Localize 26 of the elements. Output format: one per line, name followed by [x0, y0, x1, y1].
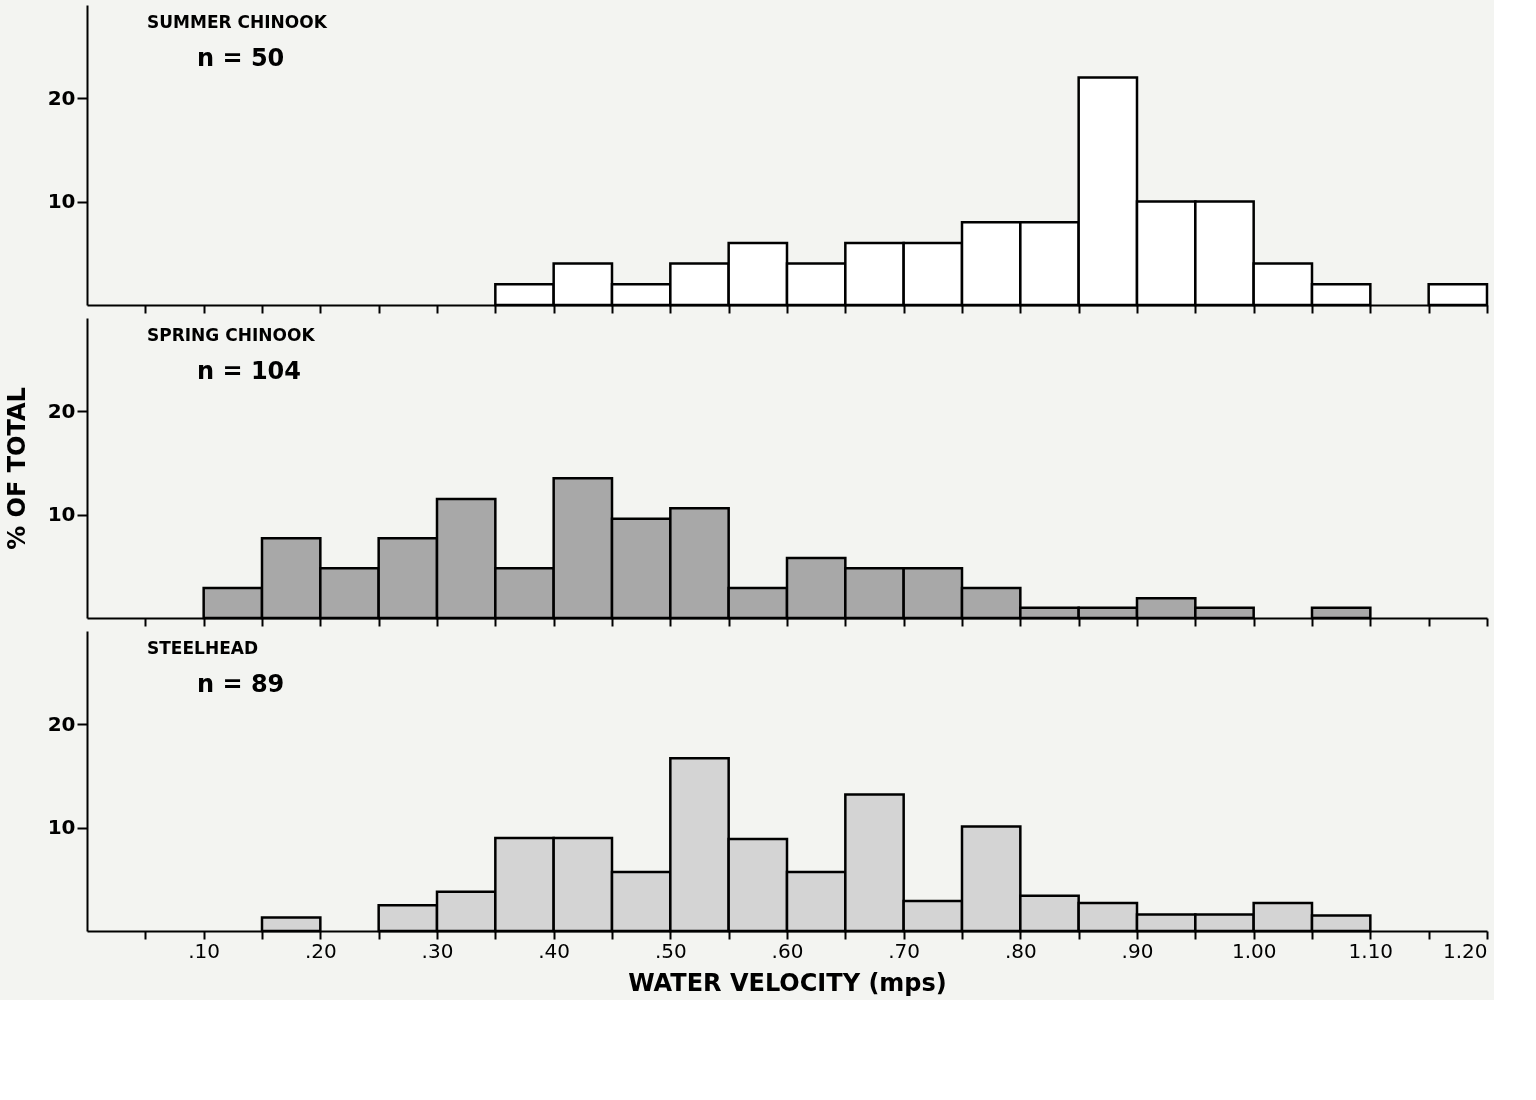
x-axis-title: WATER VELOCITY (mps)	[628, 968, 947, 997]
x-tick-label: 1.20	[1442, 938, 1488, 963]
text: SUMMER CHINOOK	[147, 12, 328, 32]
x-tick-label: 1.00	[1231, 938, 1277, 963]
x-tick-label: 1.10	[1348, 938, 1394, 963]
y-tick-label: 20	[47, 85, 76, 110]
x-tick-label: .90	[1121, 938, 1154, 963]
y-tick-label: 10	[47, 815, 76, 840]
y-tick-label: 20	[47, 398, 76, 423]
text: SPRING CHINOOK	[147, 325, 316, 345]
y-tick-label: 10	[47, 189, 76, 214]
text: n = 89	[197, 670, 285, 698]
y-axis-title: % OF TOTAL	[2, 387, 31, 550]
text: n = 104	[197, 357, 302, 385]
text: n = 50	[197, 44, 285, 72]
x-tick-label: .50	[654, 938, 687, 963]
text: STEELHEAD	[147, 638, 259, 658]
y-tick-label: 20	[47, 711, 76, 736]
x-tick-label: .10	[188, 938, 221, 963]
y-tick-label: 10	[47, 502, 76, 527]
x-tick-label: .40	[538, 938, 571, 963]
x-tick-label: .60	[771, 938, 804, 963]
x-tick-label: .20	[304, 938, 337, 963]
x-tick-label: .70	[888, 938, 921, 963]
x-tick-label: .30	[421, 938, 454, 963]
x-tick-label: .80	[1004, 938, 1037, 963]
